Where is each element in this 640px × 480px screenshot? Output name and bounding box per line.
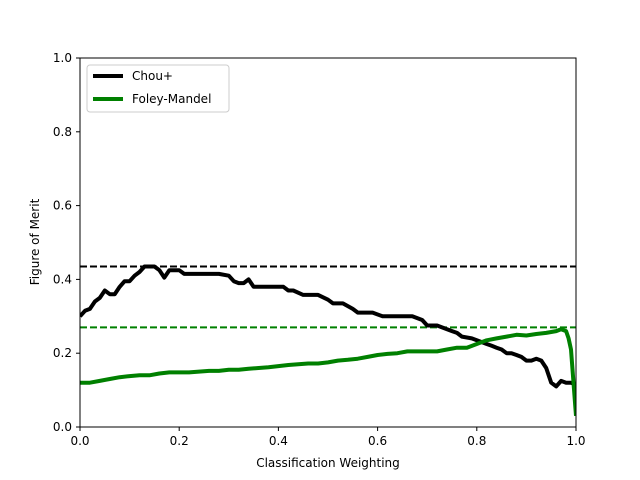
series-line-foley-mandel	[80, 327, 576, 417]
plot-area	[80, 264, 576, 417]
x-tick-label: 0.8	[467, 434, 486, 448]
series-line-chou-	[80, 264, 576, 389]
y-tick-label: 0.6	[53, 199, 72, 213]
y-tick-label: 0.2	[53, 346, 72, 360]
y-tick-label: 0.4	[53, 272, 72, 286]
x-tick-label: 0.4	[269, 434, 288, 448]
y-tick-label: 0.8	[53, 125, 72, 139]
x-axis-label: Classification Weighting	[256, 456, 400, 470]
y-tick-label: 1.0	[53, 51, 72, 65]
y-axis-label: Figure of Merit	[28, 198, 42, 285]
x-tick-label: 0.6	[368, 434, 387, 448]
x-tick-label: 0.0	[70, 434, 89, 448]
legend: Chou+ Foley-Mandel	[86, 64, 230, 113]
plot-clip-group	[80, 264, 576, 417]
y-tick-label: 0.0	[53, 420, 72, 434]
legend-label: Chou+	[132, 69, 173, 83]
axes-frame	[79, 57, 577, 428]
x-tick-label: 0.2	[170, 434, 189, 448]
axes: 0.0 0.2 0.4 0.6 0.8 1.0 0.0 0.2 0.4 0.6 0.8 1.0	[53, 51, 586, 448]
legend-label: Foley-Mandel	[132, 92, 211, 106]
x-tick-label: 1.0	[566, 434, 585, 448]
